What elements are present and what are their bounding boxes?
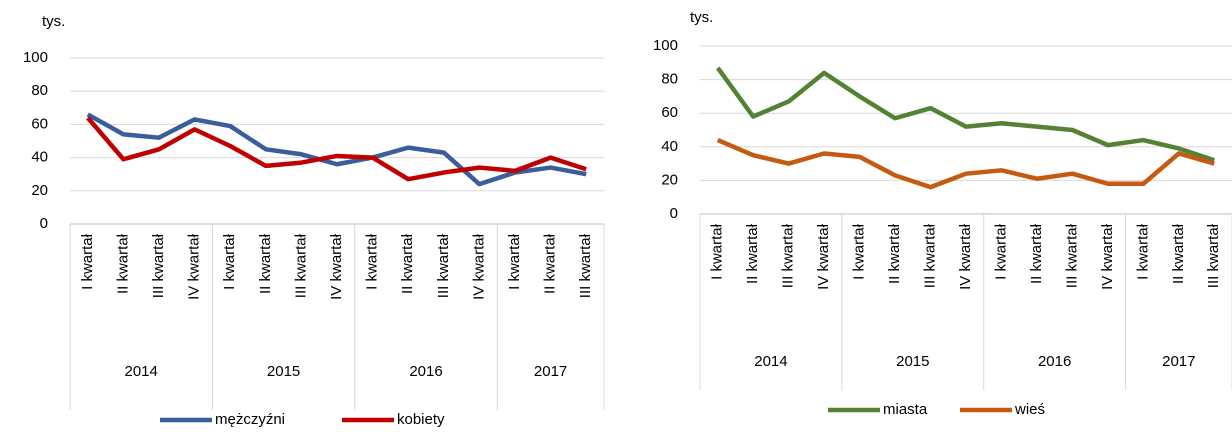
x-tick-label: IV kwartał xyxy=(186,233,203,300)
x-tick-label: IV kwartał xyxy=(815,223,832,290)
x-tick-label: II kwartał xyxy=(886,223,903,284)
x-tick-label: I kwartał xyxy=(992,223,1009,280)
x-tick-label: II kwartał xyxy=(1028,223,1045,284)
x-tick-label: II kwartał xyxy=(114,233,131,294)
x-group-label: 2015 xyxy=(896,353,929,370)
legend-label: kobiety xyxy=(397,411,445,428)
y-tick-label: 60 xyxy=(31,115,48,132)
x-tick-label: III kwartał xyxy=(577,233,594,298)
x-tick-label: IV kwartał xyxy=(957,223,974,290)
y-tick-label: 0 xyxy=(40,215,48,232)
x-tick-label: I kwartał xyxy=(1134,223,1151,280)
series-line xyxy=(86,112,587,187)
legend-label: wieś xyxy=(1014,401,1045,418)
x-tick-label: IV kwartał xyxy=(470,233,487,300)
y-tick-label: 80 xyxy=(31,82,48,99)
x-tick-label: IV kwartał xyxy=(1099,223,1116,290)
x-tick-label: II kwartał xyxy=(399,233,416,294)
x-tick-label: I kwartał xyxy=(851,223,868,280)
legend-label: mężczyźni xyxy=(215,411,285,428)
x-tick-label: I kwartał xyxy=(221,233,238,290)
x-tick-label: I kwartał xyxy=(506,233,523,290)
x-tick-label: II kwartał xyxy=(257,233,274,294)
x-group-label: 2014 xyxy=(754,353,787,370)
x-tick-label: III kwartał xyxy=(1205,223,1222,288)
y-tick-label: 40 xyxy=(31,149,48,166)
x-group-label: 2017 xyxy=(534,363,567,380)
y-tick-label: 0 xyxy=(670,205,678,222)
x-tick-label: III kwartał xyxy=(780,223,797,288)
x-tick-label: III kwartał xyxy=(435,233,452,298)
x-group-label: 2017 xyxy=(1162,353,1195,370)
x-tick-label: III kwartał xyxy=(150,233,167,298)
x-tick-label: I kwartał xyxy=(709,223,726,280)
series-line xyxy=(716,138,1215,190)
x-group-label: 2014 xyxy=(125,363,158,380)
y-tick-label: 100 xyxy=(23,49,48,66)
y-tick-label: 80 xyxy=(661,71,678,88)
x-tick-label: I kwartał xyxy=(79,233,96,290)
y-tick-label: 60 xyxy=(661,104,678,121)
x-tick-label: II kwartał xyxy=(542,233,559,294)
x-tick-label: II kwartał xyxy=(1170,223,1187,284)
y-tick-label: 40 xyxy=(661,138,678,155)
y-axis-unit: tys. xyxy=(42,13,65,30)
y-tick-label: 100 xyxy=(653,37,678,54)
x-tick-label: IV kwartał xyxy=(328,233,345,300)
y-tick-label: 20 xyxy=(661,171,678,188)
x-group-label: 2016 xyxy=(409,363,442,380)
x-group-label: 2015 xyxy=(267,363,300,380)
x-tick-label: III kwartał xyxy=(922,223,939,288)
x-tick-label: I kwartał xyxy=(364,233,381,290)
x-tick-label: III kwartał xyxy=(292,233,309,298)
series-line xyxy=(86,116,587,182)
x-tick-label: III kwartał xyxy=(1063,223,1080,288)
y-tick-label: 20 xyxy=(31,182,48,199)
x-tick-label: II kwartał xyxy=(744,223,761,284)
series-line xyxy=(715,66,1215,163)
legend-label: miasta xyxy=(883,401,928,418)
y-axis-unit: tys. xyxy=(690,9,713,26)
x-group-label: 2016 xyxy=(1038,353,1071,370)
